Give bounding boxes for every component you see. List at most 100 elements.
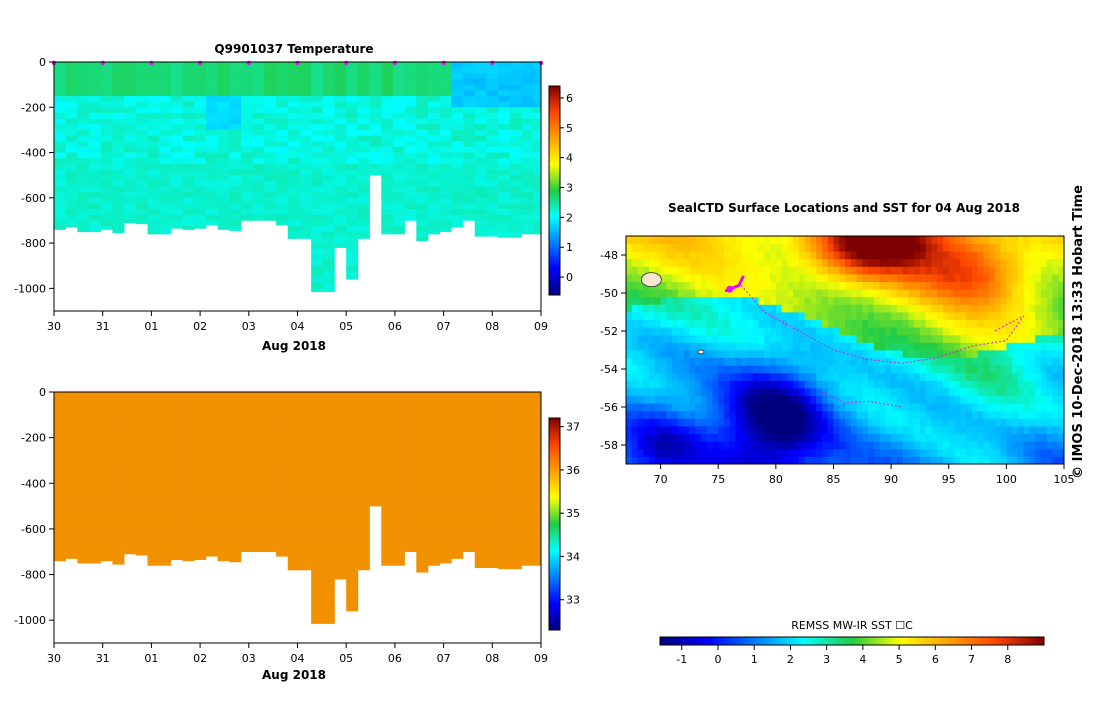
sst-cell [949, 373, 955, 381]
profile-cell [311, 449, 323, 455]
profile-cell [241, 426, 253, 432]
sst-cell [759, 418, 765, 426]
sst-cell [943, 388, 949, 396]
sst-cell [712, 342, 718, 350]
profile-cell [148, 518, 160, 524]
profile-cell [440, 421, 452, 427]
profile-cell [323, 483, 335, 489]
sst-cell [989, 266, 995, 274]
profile-cell [241, 198, 253, 204]
profile-cell [428, 540, 440, 546]
profile-cell [159, 130, 171, 136]
sst-cell [908, 456, 914, 464]
profile-cell [299, 62, 311, 68]
profile-cell [381, 540, 393, 546]
profile-cell [54, 136, 66, 142]
profile-cell [66, 546, 78, 552]
profile-cell [522, 203, 534, 209]
surface-marker [198, 61, 202, 65]
sst-cell [649, 449, 655, 457]
sst-cell [937, 411, 943, 419]
sst-cell [695, 358, 701, 366]
sst-cell [978, 365, 984, 373]
sst-cell [736, 380, 742, 388]
sst-cell [845, 228, 851, 236]
profile-cell [194, 136, 206, 142]
profile-cell [89, 90, 101, 96]
profile-cell [229, 432, 241, 438]
sst-cell [914, 274, 920, 282]
profile-cell [522, 198, 534, 204]
profile-cell [346, 449, 358, 455]
profile-cell [54, 392, 66, 398]
sst-cell [972, 320, 978, 328]
profile-cell [311, 141, 323, 147]
profile-cell [510, 141, 522, 147]
sst-cell [839, 342, 845, 350]
profile-cell [112, 130, 124, 136]
sst-cell [1035, 373, 1041, 381]
profile-cell [522, 495, 534, 501]
sst-cell [782, 358, 788, 366]
profile-cell [346, 592, 358, 598]
profile-cell [89, 170, 101, 176]
sst-cell [730, 456, 736, 464]
sst-cell [718, 434, 724, 442]
profile-cell [393, 409, 405, 415]
sst-cell [845, 327, 851, 335]
profile-cell [346, 546, 358, 552]
sst-cell [868, 358, 874, 366]
profile-cell [463, 170, 475, 176]
profile-cell [498, 170, 510, 176]
profile-cell [405, 158, 417, 164]
profile-cell [440, 409, 452, 415]
profile-cell [101, 136, 113, 142]
sst-cell [857, 228, 863, 236]
sst-cell [983, 373, 989, 381]
sst-cell [816, 350, 822, 358]
profile-cell [323, 438, 335, 444]
sst-cell [678, 335, 684, 343]
sst-cell [960, 274, 966, 282]
sst-cell [724, 244, 730, 252]
profile-cell [381, 506, 393, 512]
sst-cell [770, 289, 776, 297]
profile-cell [241, 119, 253, 125]
profile-cell [124, 443, 136, 449]
sst-cell [666, 297, 672, 305]
profile-cell [370, 124, 382, 130]
profile-cell [218, 535, 230, 541]
profile-cell [89, 409, 101, 415]
temperature-heatmap [54, 62, 541, 292]
profile-cell [323, 181, 335, 187]
sst-cell [1035, 396, 1041, 404]
profile-cell [486, 455, 498, 461]
profile-cell [159, 529, 171, 535]
profile-cell [112, 557, 124, 563]
sst-cell [695, 297, 701, 305]
sst-cell [983, 236, 989, 244]
sst-cell [1001, 365, 1007, 373]
profile-cell [101, 495, 113, 501]
sst-cell [764, 289, 770, 297]
sst-cell [1024, 396, 1030, 404]
profile-cell [206, 540, 218, 546]
profile-cell [54, 119, 66, 125]
sst-cell [1001, 441, 1007, 449]
sst-cell [643, 388, 649, 396]
profile-cell [112, 215, 124, 221]
sst-cell [689, 259, 695, 267]
profile-cell [428, 68, 440, 74]
sst-cell [845, 426, 851, 434]
profile-cell [77, 170, 89, 176]
sst-cell [782, 418, 788, 426]
profile-cell [405, 198, 417, 204]
sst-cell [787, 441, 793, 449]
sst-cell [770, 297, 776, 305]
profile-cell [183, 107, 195, 113]
profile-cell [475, 449, 487, 455]
profile-cell [218, 153, 230, 159]
sst-cell [753, 426, 759, 434]
profile-cell [253, 546, 265, 552]
sst-cell [712, 388, 718, 396]
